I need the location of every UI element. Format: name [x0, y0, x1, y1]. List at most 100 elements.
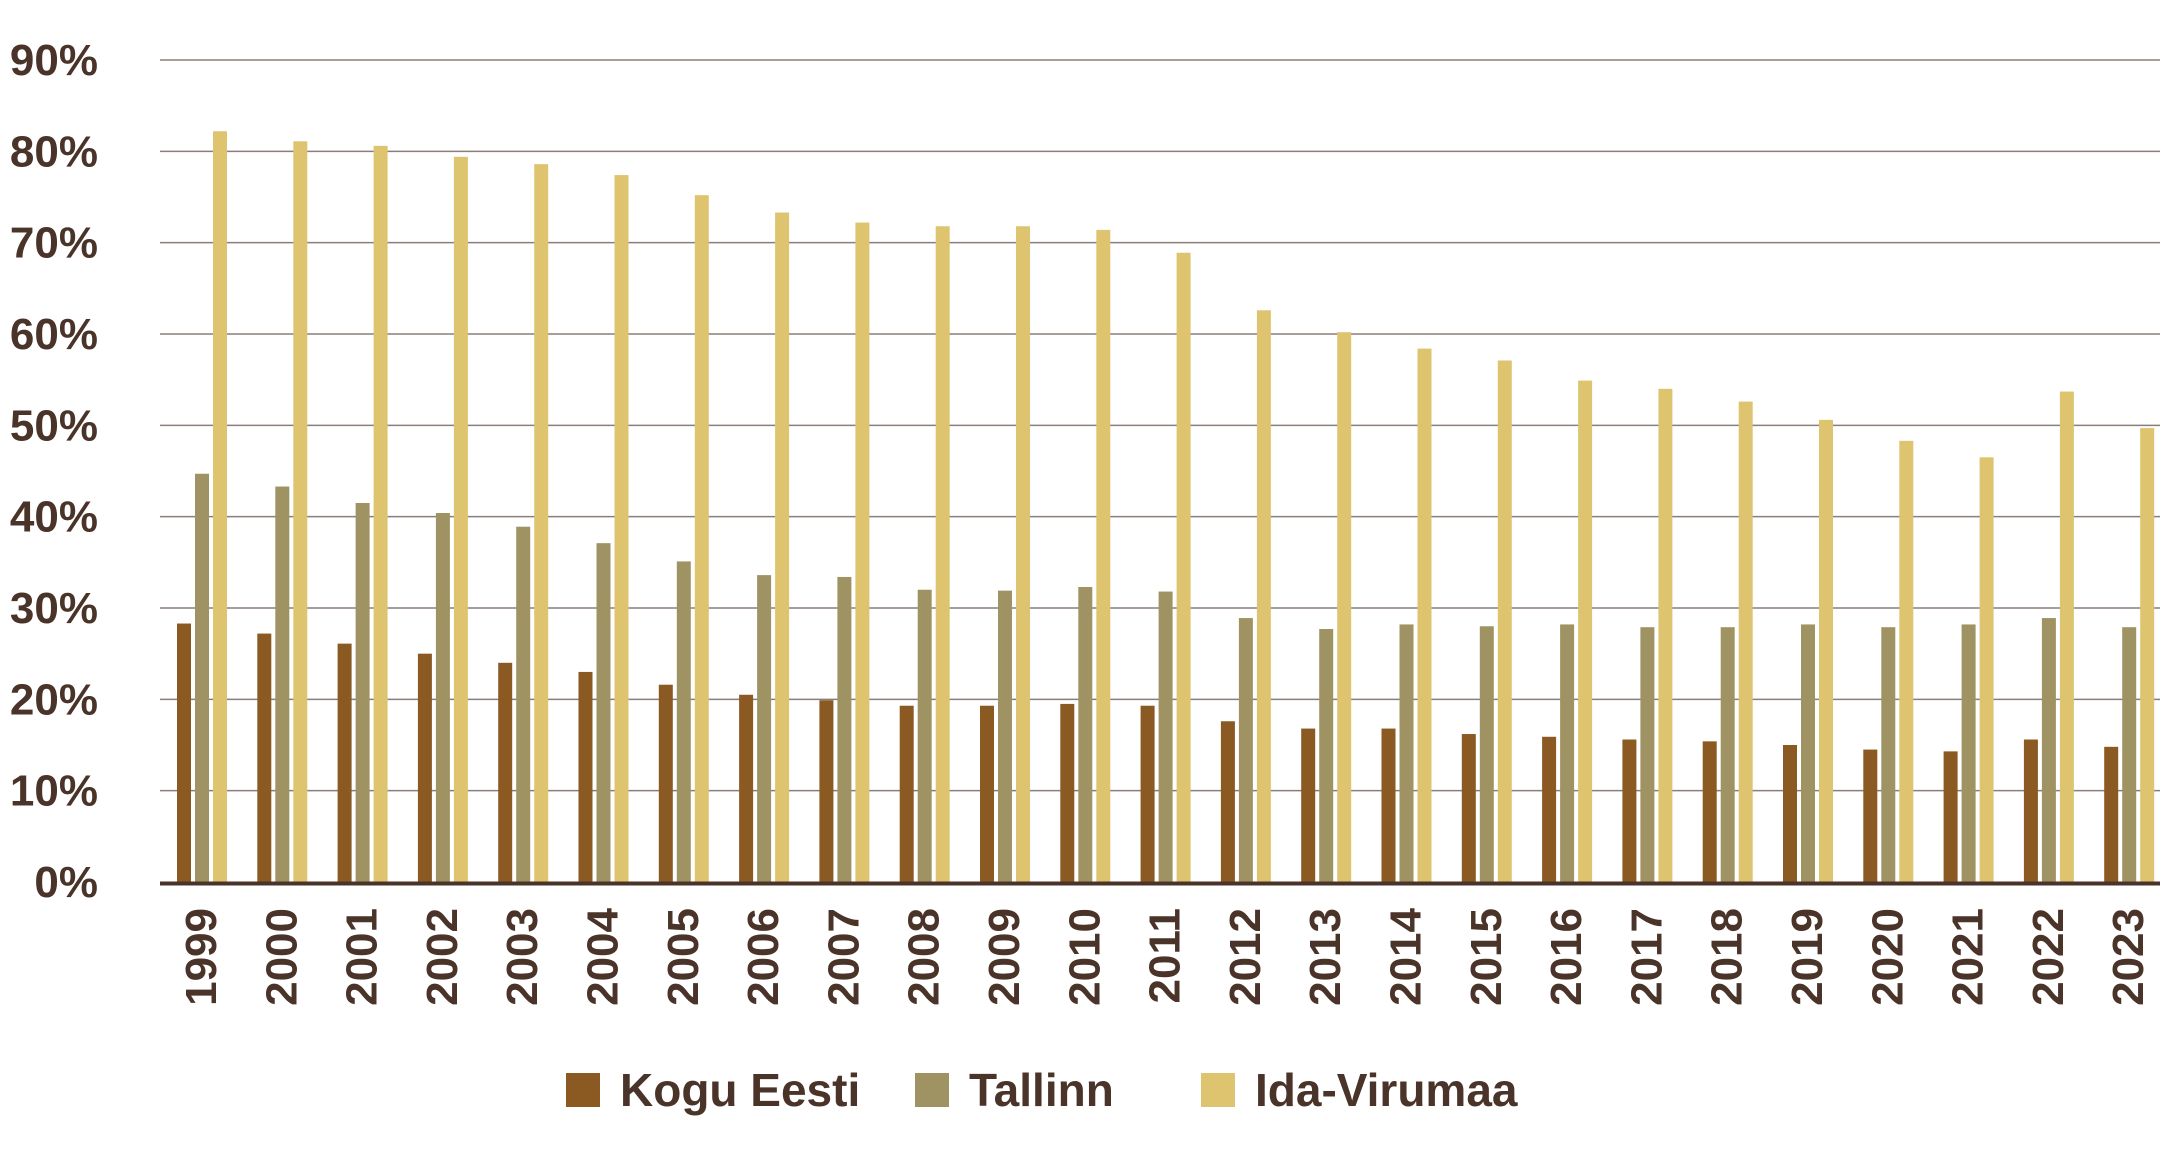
legend: Kogu Eesti Tallinn Ida-Virumaa [0, 1055, 2160, 1125]
bar-ida-virumaa-2008 [935, 226, 950, 882]
y-tick-label-20: 20% [10, 675, 98, 724]
bar-ida-virumaa-2011 [1176, 252, 1191, 883]
bar-kogu-eesti-2015 [1461, 734, 1476, 882]
y-tick-label-70: 70% [10, 219, 98, 268]
bar-kogu-eesti-2023 [2104, 746, 2119, 882]
bar-ida-virumaa-2019 [1819, 419, 1833, 882]
x-tick-label-2010: 2010 [1060, 908, 1109, 1006]
bar-tallinn-2013 [1319, 629, 1334, 882]
x-tick-label-2016: 2016 [1542, 908, 1591, 1006]
bar-kogu-eesti-2003 [498, 662, 513, 882]
x-tick-label-2015: 2015 [1462, 908, 1511, 1006]
bar-tallinn-2009 [998, 590, 1012, 882]
y-tick-label-50: 50% [10, 401, 98, 450]
bar-kogu-eesti-2001 [337, 643, 352, 882]
x-tick-label-2003: 2003 [498, 908, 547, 1006]
bar-ida-virumaa-2009 [1016, 226, 1030, 882]
x-tick-label-2011: 2011 [1141, 908, 1190, 1003]
bar-tallinn-2019 [1801, 624, 1815, 882]
bar-tallinn-2006 [757, 575, 772, 882]
y-axis-tick-labels: 0% 10% 20% 30% 40% 50% 60% 70% 80% 90% [10, 36, 98, 907]
bar-tallinn-2016 [1560, 624, 1575, 882]
bar-ida-virumaa-2021 [1979, 457, 1994, 882]
x-tick-label-2023: 2023 [2104, 908, 2153, 1006]
bar-ida-virumaa-2017 [1658, 388, 1673, 882]
bar-ida-virumaa-2012 [1256, 310, 1271, 883]
x-tick-label-2002: 2002 [418, 908, 467, 1006]
legend-swatch-tallinn [915, 1073, 949, 1107]
bar-ida-virumaa-2001 [373, 145, 388, 882]
bar-tallinn-2007 [837, 576, 852, 882]
legend-label-tallinn: Tallinn [969, 1064, 1114, 1116]
bar-ida-virumaa-2005 [694, 195, 709, 882]
bar-ida-virumaa-2003 [534, 164, 549, 882]
legend-swatch-ida-virumaa [1201, 1073, 1235, 1107]
bar-ida-virumaa-2023 [2140, 428, 2155, 882]
bar-ida-virumaa-2016 [1578, 380, 1593, 882]
bar-ida-virumaa-2006 [775, 212, 790, 882]
bar-tallinn-2011 [1158, 591, 1173, 882]
bar-ida-virumaa-2013 [1337, 332, 1352, 882]
y-tick-label-90: 90% [10, 36, 98, 85]
bar-tallinn-2023 [2122, 627, 2137, 882]
bar-tallinn-2004 [596, 543, 611, 882]
legend-swatch-kogu-eesti [566, 1073, 600, 1107]
bar-kogu-eesti-2013 [1301, 728, 1316, 882]
bar-tallinn-2012 [1238, 618, 1253, 882]
bar-tallinn-2010 [1078, 586, 1093, 882]
legend-item-ida-virumaa: Ida-Virumaa [1201, 1055, 1517, 1125]
bar-kogu-eesti-2009 [980, 705, 994, 882]
bar-tallinn-2020 [1881, 627, 1896, 882]
bar-kogu-eesti-2019 [1783, 745, 1797, 882]
y-tick-label-30: 30% [10, 584, 98, 633]
bar-ida-virumaa-2022 [2059, 391, 2074, 882]
bar-kogu-eesti-2011 [1140, 705, 1155, 882]
bars [177, 131, 2155, 883]
x-tick-label-2007: 2007 [819, 908, 868, 1006]
bar-kogu-eesti-2007 [819, 700, 834, 882]
bar-ida-virumaa-2020 [1899, 440, 1914, 882]
x-tick-label-2004: 2004 [579, 907, 628, 1005]
bar-kogu-eesti-2005 [658, 684, 673, 882]
bar-kogu-eesti-2004 [578, 671, 593, 882]
y-tick-label-80: 80% [10, 127, 98, 176]
bar-kogu-eesti-2008 [899, 705, 914, 882]
bar-tallinn-2017 [1640, 627, 1655, 882]
bar-kogu-eesti-2002 [417, 653, 432, 882]
bar-tallinn-1999 [195, 473, 209, 882]
legend-label-ida-virumaa: Ida-Virumaa [1255, 1064, 1518, 1116]
x-tick-label-2005: 2005 [659, 908, 708, 1006]
x-axis-tick-labels: 1999 2000 2001 2002 2003 2004 2005 2006 2007 2008… [177, 907, 2153, 1005]
legend-label-kogu-eesti: Kogu Eesti [620, 1064, 861, 1116]
bar-ida-virumaa-2010 [1096, 229, 1111, 882]
bar-ida-virumaa-2015 [1497, 360, 1512, 882]
x-tick-label-2001: 2001 [338, 908, 387, 1006]
bar-tallinn-2002 [435, 513, 450, 882]
x-tick-label-2020: 2020 [1863, 908, 1912, 1006]
bar-tallinn-2001 [355, 502, 370, 882]
gridlines [160, 59, 2160, 792]
bar-tallinn-2018 [1720, 627, 1735, 882]
bar-tallinn-2022 [2041, 618, 2056, 882]
x-tick-label-1999: 1999 [177, 908, 226, 1006]
bar-kogu-eesti-2014 [1381, 728, 1396, 882]
y-tick-label-10: 10% [10, 767, 98, 816]
bar-ida-virumaa-2018 [1738, 401, 1753, 882]
bar-ida-virumaa-2007 [855, 222, 870, 882]
bar-tallinn-2003 [516, 526, 531, 882]
bar-kogu-eesti-2020 [1863, 749, 1878, 882]
x-tick-label-2009: 2009 [980, 908, 1029, 1006]
x-tick-label-2012: 2012 [1221, 908, 1270, 1006]
bar-kogu-eesti-2017 [1622, 739, 1637, 882]
bar-kogu-eesti-2012 [1220, 721, 1235, 882]
x-tick-label-2014: 2014 [1382, 907, 1431, 1005]
x-tick-label-2017: 2017 [1622, 908, 1671, 1006]
bar-kogu-eesti-2022 [2023, 739, 2038, 882]
bar-tallinn-2008 [917, 589, 932, 882]
y-tick-label-60: 60% [10, 310, 98, 359]
x-tick-label-2013: 2013 [1301, 908, 1350, 1006]
x-tick-label-2000: 2000 [257, 908, 306, 1006]
bar-kogu-eesti-2000 [257, 633, 272, 882]
bar-tallinn-2014 [1399, 624, 1414, 882]
bar-kogu-eesti-2016 [1542, 736, 1557, 882]
